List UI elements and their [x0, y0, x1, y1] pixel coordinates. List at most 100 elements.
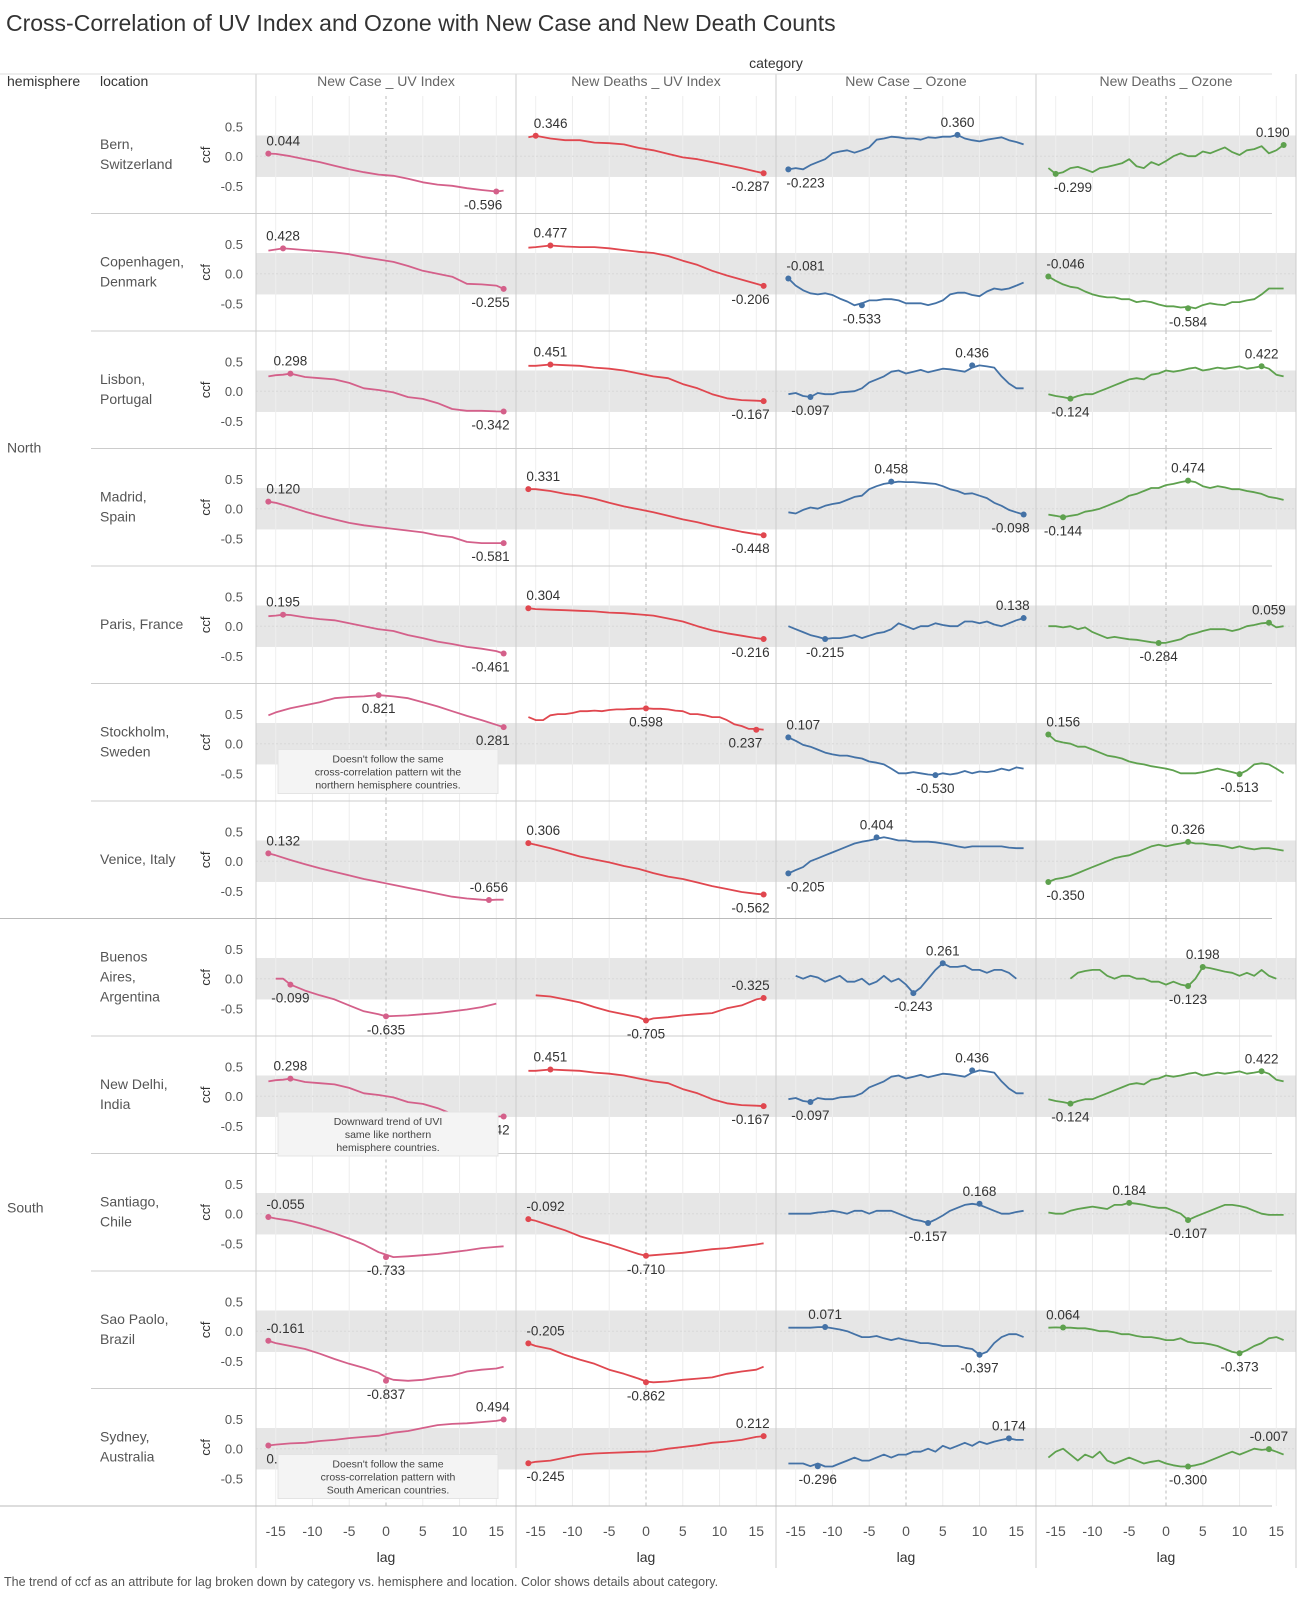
annotated-point	[525, 1460, 532, 1467]
annotated-point	[1045, 731, 1052, 738]
series-line	[268, 500, 504, 544]
x-tick-label: 5	[939, 1523, 947, 1539]
data-label: 0.360	[941, 115, 975, 130]
location-label: Copenhagen,	[100, 253, 184, 269]
data-label: -0.296	[799, 1472, 837, 1487]
location-label: Stockholm,	[100, 723, 169, 739]
annotated-point	[1258, 363, 1265, 370]
annotated-point	[1185, 983, 1192, 990]
data-label: 0.436	[955, 1050, 989, 1065]
annotated-point	[753, 726, 760, 733]
y-tick-label: 0.5	[225, 1412, 243, 1427]
annotated-point	[265, 1337, 272, 1344]
x-tick-label: 10	[712, 1523, 728, 1539]
annotated-point	[785, 166, 792, 173]
annotated-point	[525, 1340, 532, 1347]
data-label: 0.281	[476, 733, 510, 748]
series-line	[528, 1435, 764, 1465]
annotated-point	[265, 1213, 272, 1220]
location-label: Venice, Italy	[100, 851, 176, 867]
annotated-point	[1155, 640, 1162, 647]
annotated-point	[547, 361, 554, 368]
annotated-point	[525, 605, 532, 612]
y-tick-label: -0.5	[221, 884, 243, 899]
series-line	[528, 134, 764, 175]
annotated-point	[785, 734, 792, 741]
y-tick-label: 0.0	[225, 267, 243, 282]
location-label: Bern,	[100, 136, 133, 152]
y-tick-label: 0.0	[225, 737, 243, 752]
data-label: -0.205	[786, 879, 824, 894]
annotated-point	[287, 981, 294, 988]
location-label: Brazil	[100, 1331, 135, 1347]
annotated-point	[932, 772, 939, 779]
data-label: -0.581	[471, 549, 509, 564]
series-line	[1047, 144, 1285, 175]
y-tick-label: 0.0	[225, 972, 243, 987]
annotated-point	[807, 393, 814, 400]
y-tick-label: 0.0	[225, 619, 243, 634]
annotation-note-text: Doesn't follow the same	[332, 754, 443, 766]
data-label: 0.494	[476, 1399, 510, 1414]
data-label: 0.064	[1046, 1307, 1080, 1322]
x-tick-label: -10	[562, 1523, 582, 1539]
annotated-point	[1185, 305, 1192, 312]
annotated-point	[760, 170, 767, 177]
y-axis-label: ccf	[198, 146, 213, 163]
x-tick-label: 5	[1199, 1523, 1207, 1539]
y-axis-label: ccf	[198, 1321, 213, 1338]
data-label: 0.184	[1112, 1183, 1146, 1198]
y-tick-label: -0.5	[221, 414, 243, 429]
y-tick-label: -0.5	[221, 766, 243, 781]
data-label: -0.107	[1169, 1226, 1207, 1241]
annotated-point	[500, 650, 507, 657]
series-line	[1069, 966, 1277, 987]
data-label: -0.167	[731, 407, 769, 422]
data-label: -0.097	[791, 403, 829, 418]
x-tick-label: 0	[642, 1523, 650, 1539]
y-axis-label: ccf	[198, 1439, 213, 1456]
data-label: -0.710	[627, 1262, 665, 1277]
y-axis-label: ccf	[198, 264, 213, 281]
x-axis-label: lag	[377, 1549, 396, 1565]
data-label: -0.837	[367, 1387, 405, 1402]
annotated-point	[525, 840, 532, 847]
x-tick-label: 15	[1009, 1523, 1025, 1539]
data-label: 0.261	[926, 943, 960, 958]
data-label: 0.346	[534, 116, 568, 131]
annotated-point	[760, 636, 767, 643]
annotated-point	[500, 408, 507, 415]
data-label: -0.397	[960, 1361, 998, 1376]
annotated-point	[265, 850, 272, 857]
y-tick-label: -0.5	[221, 531, 243, 546]
annotated-point	[1067, 1100, 1074, 1107]
location-label: Portugal	[100, 391, 152, 407]
data-label: -0.656	[470, 880, 508, 895]
annotated-point	[807, 1098, 814, 1105]
data-label: 0.404	[860, 817, 894, 832]
annotated-point	[265, 150, 272, 157]
annotation-note-text: same like northern	[345, 1129, 432, 1141]
y-tick-label: -0.5	[221, 1354, 243, 1369]
x-tick-label: -5	[863, 1523, 876, 1539]
data-label: -0.533	[843, 311, 881, 326]
annotated-point	[1045, 273, 1052, 280]
annotation-note-text: hemisphere countries.	[336, 1142, 439, 1154]
annotated-point	[643, 705, 649, 712]
series-line	[1048, 1070, 1284, 1105]
location-label: Sydney,	[100, 1428, 150, 1444]
annotated-point	[383, 1254, 389, 1261]
y-axis-label: ccf	[198, 1086, 213, 1103]
series-line	[268, 1418, 504, 1447]
series-line	[268, 247, 504, 290]
data-label: -0.448	[731, 541, 769, 556]
annotated-point	[493, 188, 500, 195]
annotated-point	[976, 1200, 983, 1207]
data-label: 0.326	[1171, 822, 1205, 837]
x-tick-label: 0	[1162, 1523, 1170, 1539]
data-label: 0.107	[786, 717, 820, 732]
annotated-point	[525, 1216, 532, 1223]
annotation-note-text: cross-correlation pattern wit the	[315, 767, 462, 779]
y-tick-label: 0.0	[225, 1442, 243, 1457]
series-line	[1048, 621, 1284, 644]
